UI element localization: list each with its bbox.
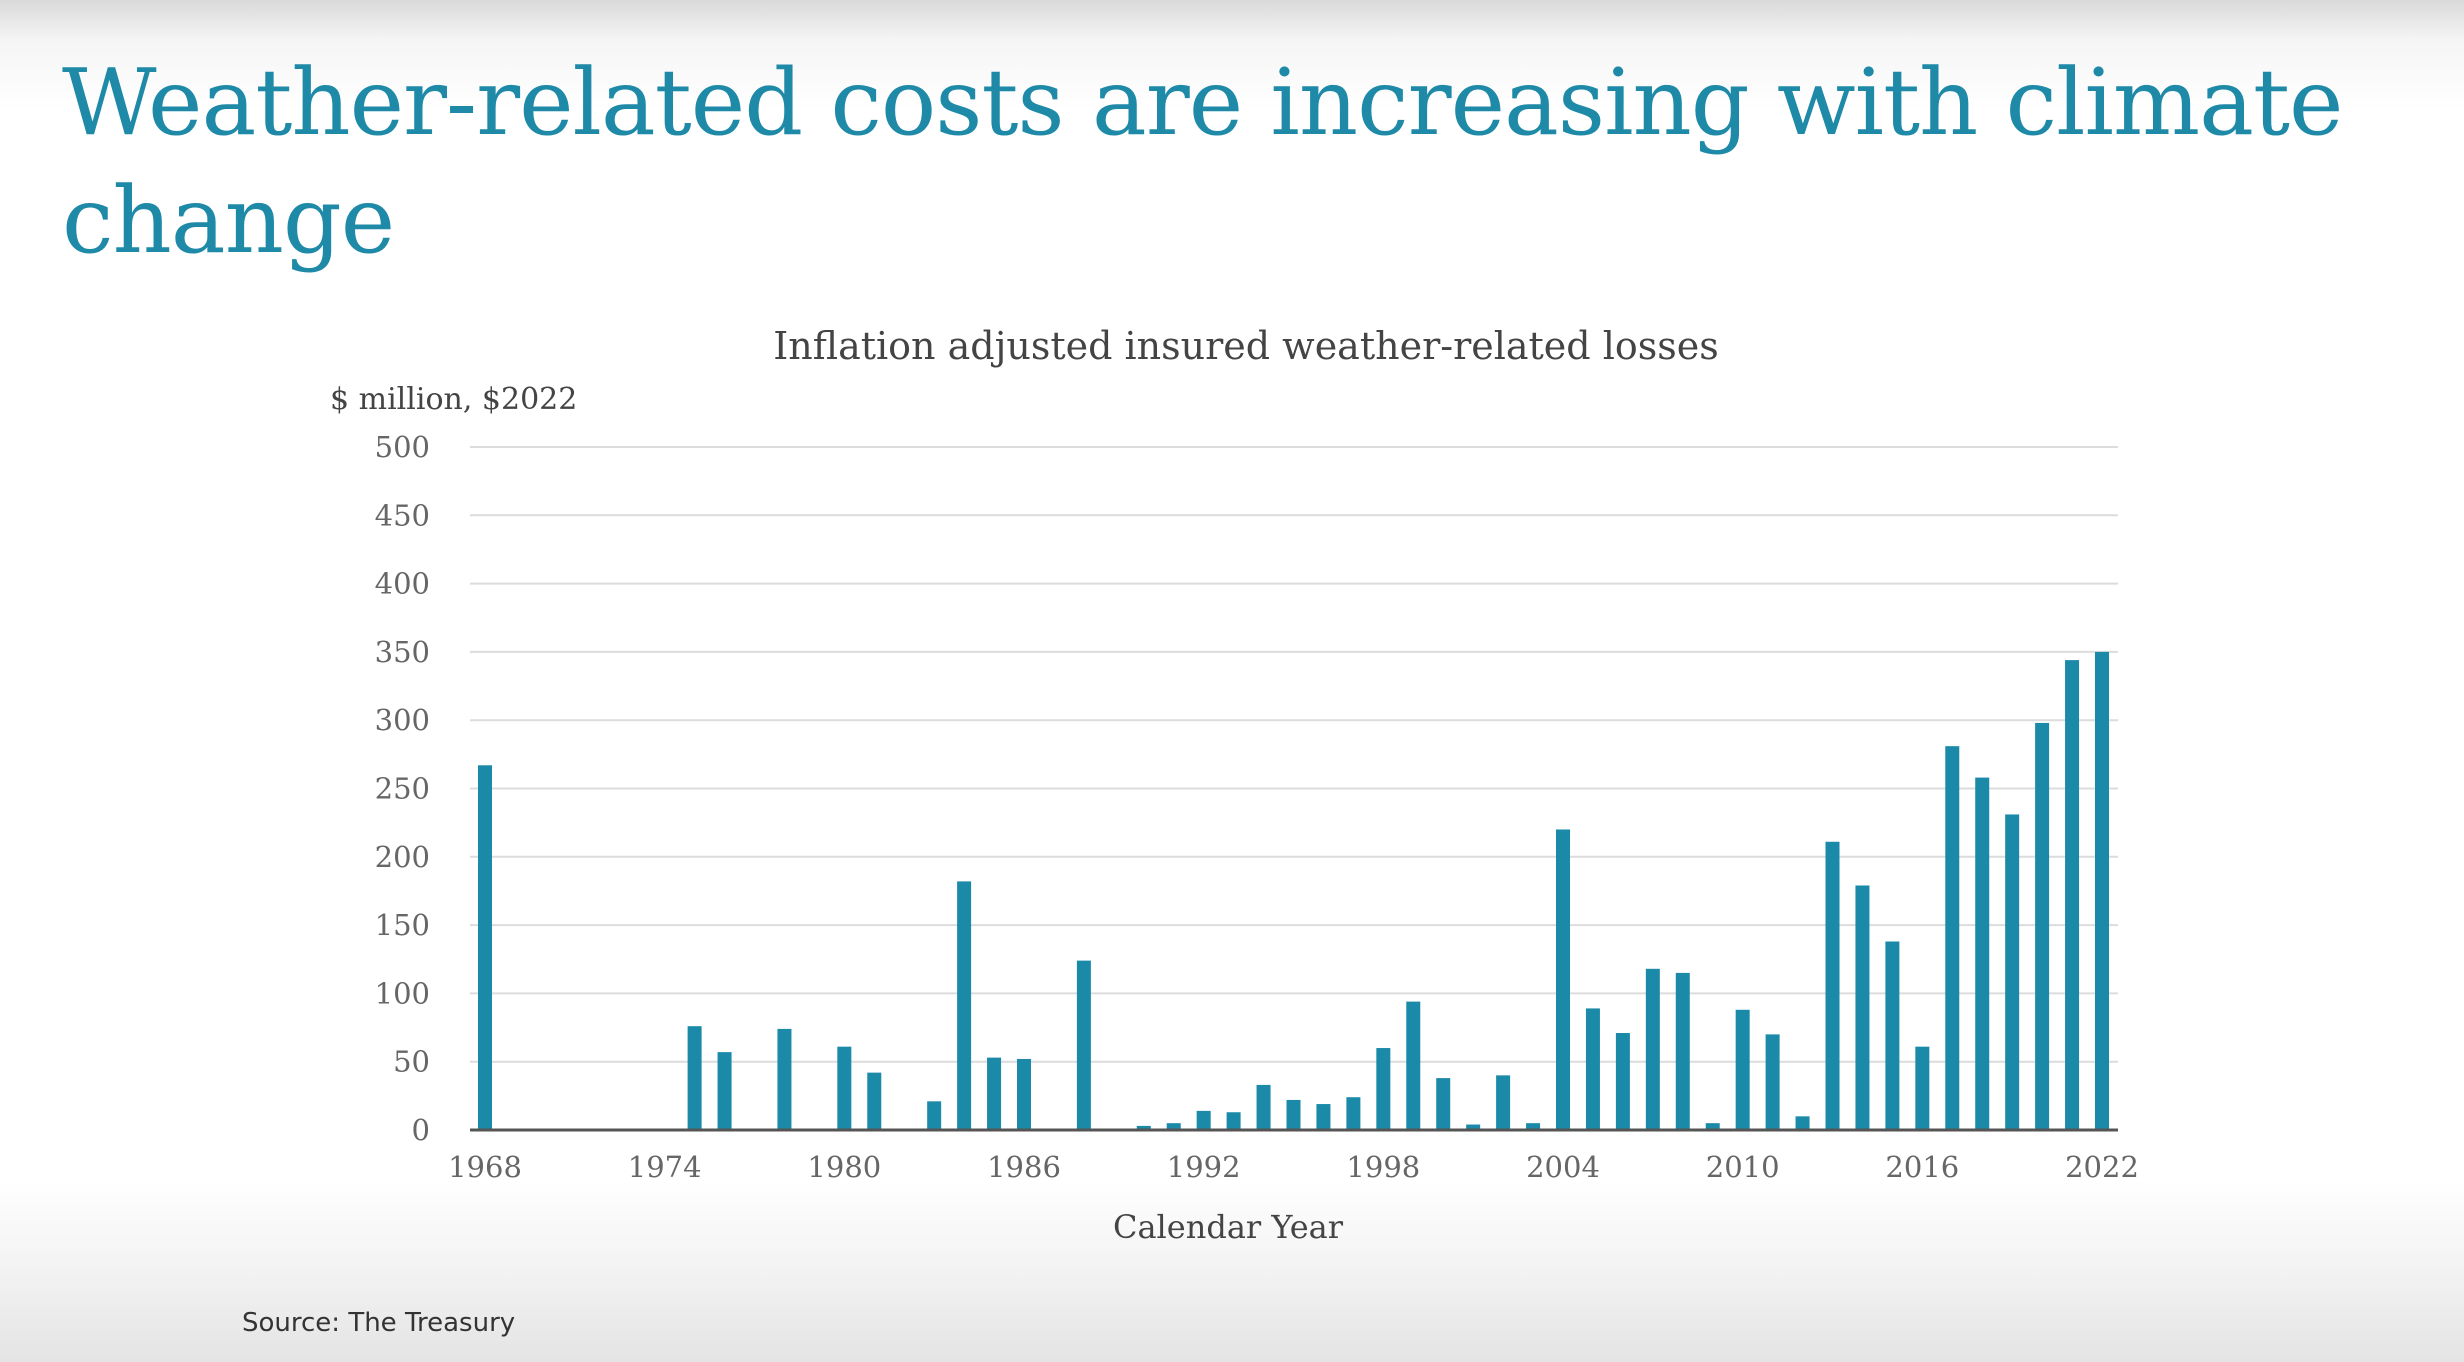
bar-2002	[1496, 1075, 1511, 1130]
bar-1981	[867, 1072, 882, 1130]
bar-1991	[1166, 1123, 1181, 1130]
x-tick-label-1986: 1986	[987, 1150, 1061, 1184]
y-tick-label-500: 500	[375, 430, 430, 464]
y-tick-label-250: 250	[375, 772, 430, 806]
y-tick-label-450: 450	[375, 498, 430, 532]
bar-1978	[777, 1028, 792, 1130]
bar-2011	[1765, 1034, 1780, 1130]
x-tick-label-2010: 2010	[1706, 1150, 1780, 1184]
bar-1996	[1316, 1104, 1331, 1130]
x-tick-label-2004: 2004	[1526, 1150, 1600, 1184]
bar-1986	[1017, 1058, 1031, 1130]
slide-title: Weather-related costs are increasing wit…	[62, 49, 2343, 274]
bar-1975	[687, 1026, 702, 1130]
bar-2009	[1705, 1123, 1720, 1130]
bar-1997	[1346, 1097, 1361, 1130]
bar-2022	[2095, 651, 2109, 1130]
bar-1988	[1076, 960, 1091, 1130]
y-tick-label-350: 350	[375, 635, 430, 669]
bar-2012	[1795, 1116, 1810, 1130]
y-axis-unit-label: $ million, $2022	[330, 382, 577, 417]
bar-1999	[1406, 1001, 1421, 1130]
bar-1976	[717, 1052, 732, 1130]
bars	[478, 651, 2109, 1130]
x-tick-label-1980: 1980	[807, 1150, 881, 1184]
gridlines	[470, 446, 2118, 1063]
bar-1980	[837, 1046, 852, 1130]
bar-2006	[1615, 1033, 1630, 1130]
y-tick-label-400: 400	[375, 567, 430, 601]
bar-2016	[1915, 1046, 1930, 1130]
y-tick-label-200: 200	[375, 840, 430, 874]
bar-2020	[2035, 722, 2050, 1130]
x-axis-label: Calendar Year	[1113, 1208, 1344, 1246]
bar-2013	[1825, 841, 1840, 1130]
bar-2015	[1885, 941, 1900, 1130]
y-axis-ticks: 0 50 100 150 200 250 300 350 400 450 500	[375, 430, 430, 1147]
bar-2000	[1436, 1078, 1451, 1130]
y-tick-label-300: 300	[375, 703, 430, 737]
x-tick-label-1974: 1974	[628, 1150, 702, 1184]
x-tick-label-2016: 2016	[1885, 1150, 1959, 1184]
bar-2003	[1526, 1123, 1541, 1130]
bar-1992	[1196, 1110, 1211, 1130]
bar-2017	[1945, 746, 1960, 1130]
bar-1998	[1376, 1048, 1391, 1130]
y-tick-label-50: 50	[393, 1045, 430, 1079]
bar-1993	[1226, 1112, 1241, 1130]
bar-1984	[957, 881, 972, 1130]
bar-2021	[2065, 660, 2080, 1130]
source-note: Source: The Treasury	[242, 1308, 516, 1338]
bar-1990	[1136, 1125, 1151, 1130]
bar-2007	[1645, 968, 1660, 1130]
y-tick-label-150: 150	[375, 908, 430, 942]
x-tick-label-2022: 2022	[2065, 1150, 2139, 1184]
chart-title: Inflation adjusted insured weather-relat…	[773, 324, 1718, 368]
y-tick-label-100: 100	[375, 976, 430, 1010]
x-tick-label-1992: 1992	[1167, 1150, 1241, 1184]
bar-2018	[1975, 777, 1990, 1130]
y-tick-label-0: 0	[412, 1113, 430, 1147]
bar-2008	[1675, 972, 1690, 1130]
bar-1968	[478, 765, 492, 1130]
x-axis-ticks: 1968 1974 1980 1986 1992 1998 2004 2010 2016 2022	[448, 1150, 2139, 1184]
bar-2001	[1466, 1124, 1481, 1130]
bar-2005	[1585, 1008, 1600, 1130]
bar-1995	[1286, 1099, 1301, 1130]
bar-2019	[2005, 814, 2020, 1130]
bar-1983	[927, 1101, 942, 1130]
x-tick-label-1998: 1998	[1346, 1150, 1420, 1184]
bar-2014	[1855, 885, 1870, 1130]
bar-2010	[1735, 1009, 1750, 1130]
bar-1985	[987, 1057, 1002, 1130]
x-tick-label-1968: 1968	[448, 1150, 522, 1184]
bar-2004	[1556, 829, 1570, 1130]
bar-1994	[1256, 1084, 1271, 1130]
